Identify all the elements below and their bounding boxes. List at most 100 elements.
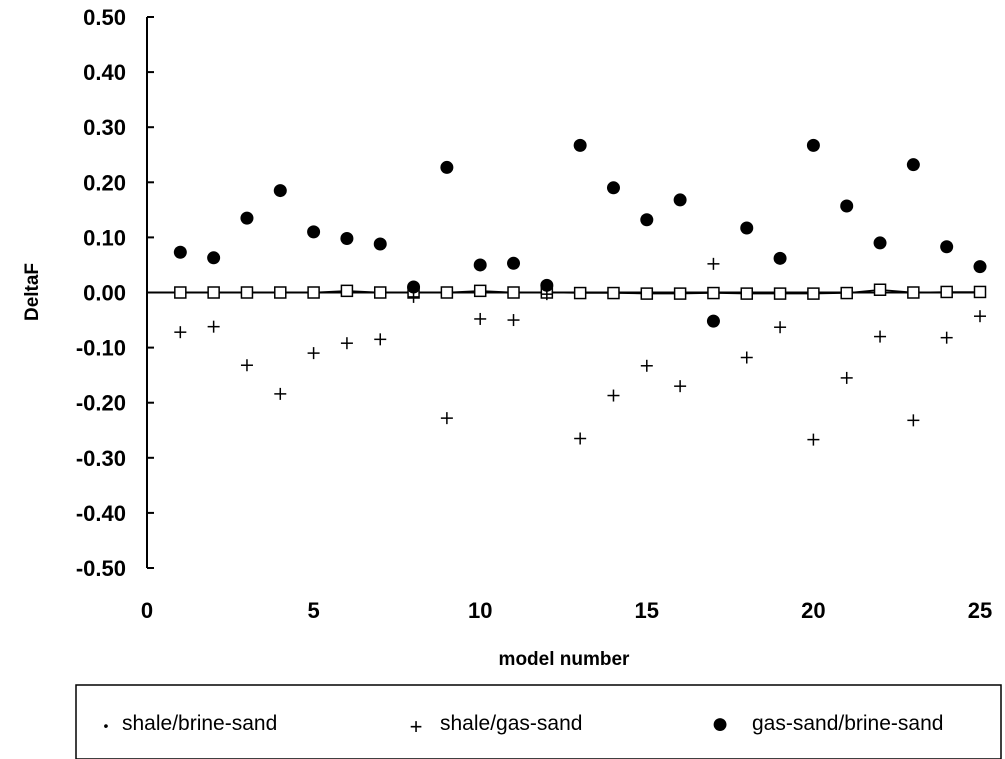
point-gas-sand-brine-sand bbox=[440, 160, 454, 174]
point-gas-sand-brine-sand bbox=[773, 251, 787, 265]
point-gas-sand-brine-sand bbox=[340, 232, 354, 246]
point-shale-brine-sand bbox=[940, 285, 953, 299]
y-tick-label: -0.20 bbox=[76, 391, 126, 416]
point-shale-gas-sand bbox=[340, 337, 353, 350]
legend-symbol-gas-sand-brine-sand: ● bbox=[711, 707, 729, 740]
legend-label-shale-brine-sand: shale/brine-sand bbox=[122, 712, 277, 735]
point-shale-brine-sand bbox=[507, 286, 520, 299]
legend-label-shale-gas-sand: shale/gas-sand bbox=[440, 712, 582, 735]
point-gas-sand-brine-sand bbox=[273, 184, 287, 198]
point-shale-brine-sand bbox=[907, 286, 920, 299]
point-shale-gas-sand bbox=[707, 257, 720, 270]
point-shale-gas-sand bbox=[174, 326, 187, 339]
point-gas-sand-brine-sand bbox=[207, 251, 221, 265]
point-shale-gas-sand bbox=[740, 351, 753, 364]
x-tick-label: 0 bbox=[141, 598, 153, 623]
y-axis: 0.50 0.40 0.30 0.20 0.10 0.00 -0.10 -0.20 -0.30 -… bbox=[76, 5, 154, 581]
y-tick-label: 0.10 bbox=[83, 225, 126, 250]
point-shale-brine-sand bbox=[440, 286, 454, 299]
point-shale-brine-sand bbox=[807, 287, 820, 300]
point-shale-brine-sand bbox=[240, 286, 254, 299]
x-tick-label: 20 bbox=[801, 598, 825, 623]
point-gas-sand-brine-sand bbox=[940, 240, 954, 254]
point-gas-sand-brine-sand bbox=[706, 314, 720, 328]
y-tick-label: 0.40 bbox=[83, 60, 126, 85]
point-shale-brine-sand bbox=[473, 284, 487, 298]
point-shale-gas-sand bbox=[374, 333, 387, 346]
point-gas-sand-brine-sand bbox=[173, 245, 187, 259]
point-gas-sand-brine-sand bbox=[906, 158, 920, 172]
y-tick-label: -0.30 bbox=[76, 446, 126, 471]
legend-box bbox=[75, 684, 1002, 759]
legend-symbol-shale-gas-sand: + bbox=[410, 714, 423, 739]
y-axis-title: DeltaF bbox=[22, 263, 43, 321]
point-gas-sand-brine-sand bbox=[740, 221, 754, 235]
y-tick-label: 0.20 bbox=[83, 170, 126, 195]
y-tick-label: -0.40 bbox=[76, 501, 126, 526]
point-shale-gas-sand bbox=[274, 387, 287, 400]
point-shale-gas-sand bbox=[640, 359, 653, 372]
point-shale-gas-sand bbox=[207, 320, 220, 333]
y-tick-label: -0.10 bbox=[76, 336, 126, 361]
point-shale-gas-sand bbox=[507, 314, 520, 327]
y-tick-label: 0.00 bbox=[83, 281, 126, 306]
point-gas-sand-brine-sand bbox=[640, 213, 654, 227]
point-shale-brine-sand bbox=[607, 286, 620, 300]
point-shale-brine-sand bbox=[307, 286, 320, 299]
point-shale-brine-sand bbox=[973, 285, 987, 299]
point-gas-sand-brine-sand bbox=[240, 211, 254, 225]
x-tick-label: 10 bbox=[468, 598, 492, 623]
y-tick-label: 0.30 bbox=[83, 115, 126, 140]
point-shale-brine-sand bbox=[174, 286, 187, 299]
point-shale-brine-sand bbox=[740, 287, 754, 300]
point-shale-brine-sand bbox=[573, 286, 587, 300]
point-shale-gas-sand bbox=[840, 371, 853, 384]
point-gas-sand-brine-sand bbox=[473, 258, 487, 272]
x-tick-label: 5 bbox=[307, 598, 319, 623]
point-shale-gas-sand bbox=[440, 412, 453, 425]
point-shale-gas-sand bbox=[574, 432, 587, 445]
point-gas-sand-brine-sand bbox=[307, 225, 321, 239]
point-shale-gas-sand bbox=[807, 433, 820, 446]
point-gas-sand-brine-sand bbox=[540, 278, 554, 292]
point-shale-gas-sand bbox=[940, 331, 953, 344]
point-gas-sand-brine-sand bbox=[573, 138, 587, 152]
point-shale-brine-sand bbox=[840, 286, 853, 300]
point-gas-sand-brine-sand bbox=[606, 181, 620, 195]
y-tick-label: -0.50 bbox=[76, 556, 126, 581]
point-shale-brine-sand bbox=[373, 286, 387, 299]
point-shale-gas-sand bbox=[874, 330, 887, 343]
point-shale-gas-sand bbox=[607, 389, 620, 402]
point-gas-sand-brine-sand bbox=[806, 138, 820, 152]
point-shale-brine-sand bbox=[207, 286, 220, 299]
marks-group bbox=[173, 138, 987, 446]
point-shale-brine-sand bbox=[340, 284, 354, 298]
x-tick-label: 25 bbox=[968, 598, 992, 623]
legend-label-gas-sand-brine-sand: gas-sand/brine-sand bbox=[752, 712, 943, 735]
point-shale-brine-sand bbox=[773, 287, 787, 300]
point-shale-brine-sand bbox=[707, 286, 720, 300]
y-tick-label: 0.50 bbox=[83, 5, 126, 30]
point-shale-brine-sand bbox=[274, 286, 287, 299]
point-shale-gas-sand bbox=[907, 414, 920, 427]
x-axis-title: model number bbox=[499, 649, 631, 670]
point-gas-sand-brine-sand bbox=[873, 236, 887, 250]
point-shale-gas-sand bbox=[307, 347, 320, 360]
point-shale-gas-sand bbox=[774, 321, 787, 334]
x-tick-label: 15 bbox=[635, 598, 659, 623]
point-shale-brine-sand bbox=[873, 283, 887, 296]
legend-symbol-shale-brine-sand: • bbox=[104, 718, 109, 734]
point-shale-gas-sand bbox=[974, 310, 986, 323]
point-gas-sand-brine-sand bbox=[407, 280, 421, 294]
point-shale-gas-sand bbox=[474, 312, 487, 325]
point-gas-sand-brine-sand bbox=[507, 256, 521, 270]
point-shale-gas-sand bbox=[240, 359, 253, 372]
legend: • shale/brine-sand + shale/gas-sand ● gas-san… bbox=[75, 684, 1002, 759]
point-gas-sand-brine-sand bbox=[840, 199, 854, 213]
point-shale-gas-sand bbox=[674, 380, 687, 393]
point-gas-sand-brine-sand bbox=[673, 193, 687, 207]
point-shale-brine-sand bbox=[640, 287, 654, 300]
point-gas-sand-brine-sand bbox=[373, 237, 387, 251]
point-gas-sand-brine-sand bbox=[973, 260, 987, 274]
